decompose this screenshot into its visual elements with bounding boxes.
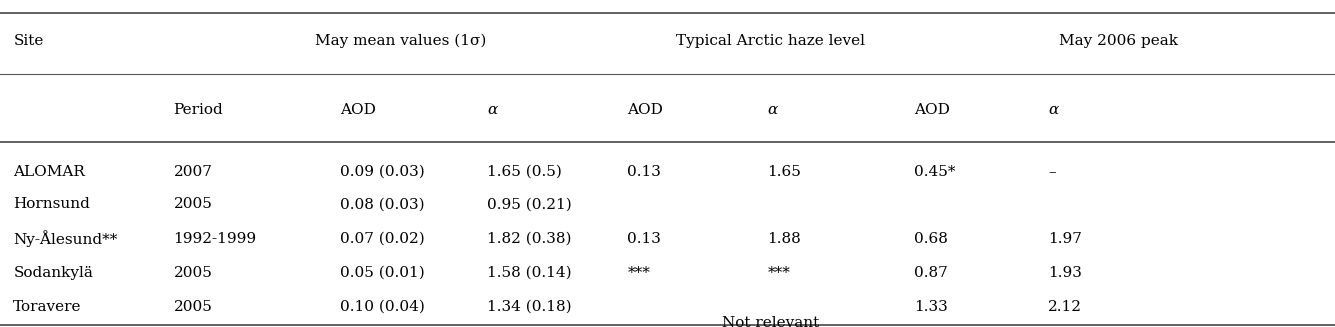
- Text: 0.68: 0.68: [914, 232, 948, 246]
- Text: 2005: 2005: [174, 198, 212, 211]
- Text: 1.82 (0.38): 1.82 (0.38): [487, 232, 571, 246]
- Text: May 2006 peak: May 2006 peak: [1059, 34, 1177, 48]
- Text: 1.65: 1.65: [768, 165, 801, 179]
- Text: α: α: [768, 103, 778, 116]
- Text: 1.34 (0.18): 1.34 (0.18): [487, 300, 571, 314]
- Text: May mean values (1σ): May mean values (1σ): [315, 34, 486, 48]
- Text: 0.07 (0.02): 0.07 (0.02): [340, 232, 425, 246]
- Text: Sodankylä: Sodankylä: [13, 266, 93, 280]
- Text: Toravere: Toravere: [13, 300, 81, 314]
- Text: 1.88: 1.88: [768, 232, 801, 246]
- Text: 0.45*: 0.45*: [914, 165, 956, 179]
- Text: 0.09 (0.03): 0.09 (0.03): [340, 165, 425, 179]
- Text: α: α: [487, 103, 498, 116]
- Text: 0.13: 0.13: [627, 232, 661, 246]
- Text: 1992-1999: 1992-1999: [174, 232, 256, 246]
- Text: 1.97: 1.97: [1048, 232, 1081, 246]
- Text: 0.08 (0.03): 0.08 (0.03): [340, 198, 425, 211]
- Text: ***: ***: [768, 266, 790, 280]
- Text: 2007: 2007: [174, 165, 212, 179]
- Text: 1.93: 1.93: [1048, 266, 1081, 280]
- Text: AOD: AOD: [914, 103, 951, 116]
- Text: 2.12: 2.12: [1048, 300, 1081, 314]
- Text: Ny-Ålesund**: Ny-Ålesund**: [13, 230, 117, 247]
- Text: α: α: [1048, 103, 1059, 116]
- Text: 0.13: 0.13: [627, 165, 661, 179]
- Text: ***: ***: [627, 266, 650, 280]
- Text: 2005: 2005: [174, 266, 212, 280]
- Text: AOD: AOD: [340, 103, 376, 116]
- Text: Hornsund: Hornsund: [13, 198, 91, 211]
- Text: ALOMAR: ALOMAR: [13, 165, 85, 179]
- Text: Typical Arctic haze level: Typical Arctic haze level: [677, 34, 865, 48]
- Text: –: –: [1048, 165, 1056, 179]
- Text: Site: Site: [13, 34, 44, 48]
- Text: 1.33: 1.33: [914, 300, 948, 314]
- Text: 0.87: 0.87: [914, 266, 948, 280]
- Text: AOD: AOD: [627, 103, 663, 116]
- Text: 1.65 (0.5): 1.65 (0.5): [487, 165, 562, 179]
- Text: Not relevant: Not relevant: [722, 317, 820, 327]
- Text: 0.95 (0.21): 0.95 (0.21): [487, 198, 571, 211]
- Text: 0.05 (0.01): 0.05 (0.01): [340, 266, 425, 280]
- Text: 1.58 (0.14): 1.58 (0.14): [487, 266, 571, 280]
- Text: 2005: 2005: [174, 300, 212, 314]
- Text: 0.10 (0.04): 0.10 (0.04): [340, 300, 426, 314]
- Text: Period: Period: [174, 103, 223, 116]
